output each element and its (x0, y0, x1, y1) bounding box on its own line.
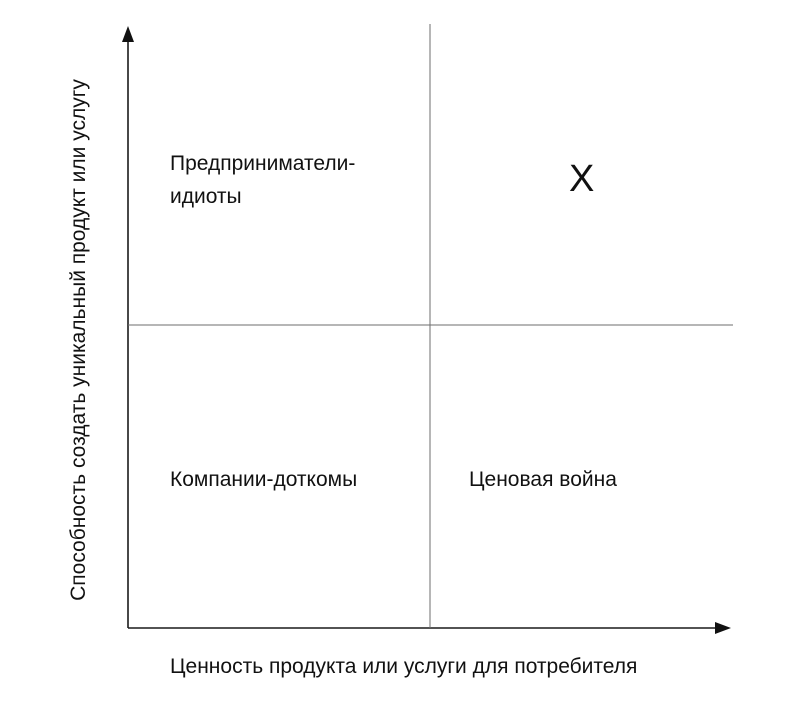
x-axis-label: Ценность продукта или услуги для потреби… (170, 655, 638, 678)
quadrant-top-right-label: X (569, 158, 595, 200)
quadrant-bottom-right-label: Ценовая война (469, 468, 617, 491)
quadrant-bottom-left-label: Компании-доткомы (170, 468, 358, 491)
quadrant-top-left-label: Предприниматели- идиоты (170, 152, 356, 208)
y-axis-label: Способность создать уникальный продукт и… (67, 79, 90, 601)
y-axis-arrow-icon (122, 26, 134, 42)
x-axis-arrow-icon (715, 622, 731, 634)
